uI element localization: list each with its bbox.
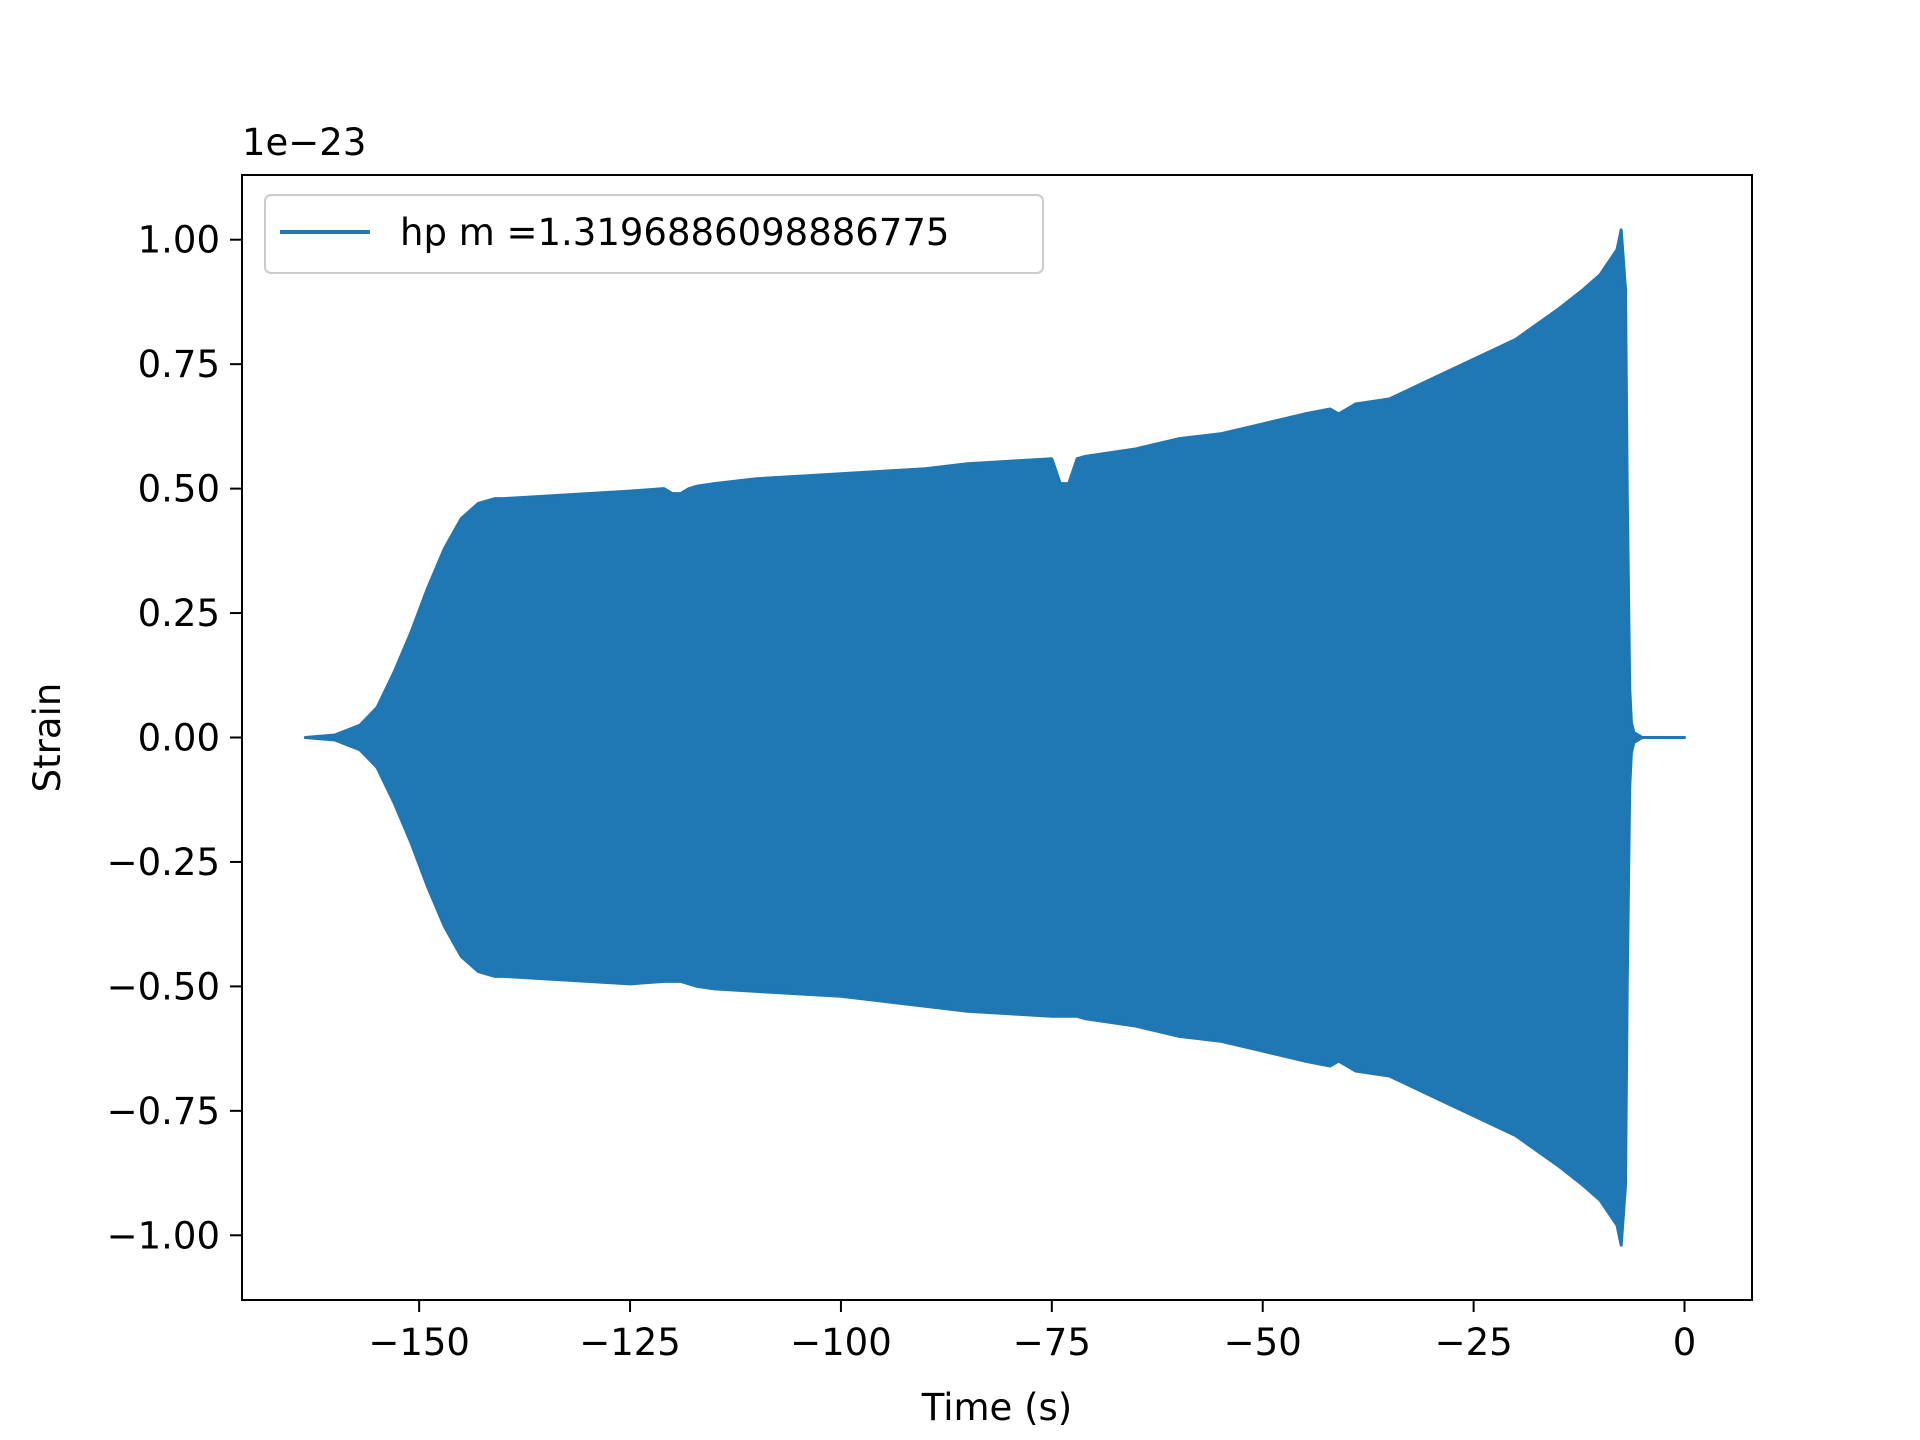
y-axis-ticks: 1.00 0.75 0.50 0.25 0.00 −0.25 −0.50 −0.75 −1.00 <box>107 219 242 1257</box>
legend-box <box>264 194 1044 274</box>
axes-frame <box>241 174 1753 1301</box>
x-tick-label: −150 <box>368 1321 470 1364</box>
y-tick-label: −0.25 <box>107 841 220 884</box>
x-tick-label: −25 <box>1435 1321 1513 1364</box>
x-axis-label: Time (s) <box>921 1386 1072 1429</box>
plot-area <box>303 228 1686 1247</box>
y-tick-label: 0.25 <box>138 592 220 635</box>
y-tick-label: 0.00 <box>138 717 220 760</box>
y-tick-label: 0.50 <box>138 468 220 511</box>
x-tick-label: −50 <box>1224 1321 1302 1364</box>
x-tick-label: −75 <box>1013 1321 1091 1364</box>
x-tick-label: −125 <box>579 1321 681 1364</box>
y-tick-label: −1.00 <box>107 1214 220 1257</box>
x-tick-label: −100 <box>790 1321 892 1364</box>
y-tick-label: 0.75 <box>138 343 220 386</box>
series-waveform-0 <box>303 228 1686 1247</box>
x-axis-ticks: −150 −125 −100 −75 −50 −25 0 <box>368 1300 1696 1364</box>
y-tick-label: 1.00 <box>138 219 220 262</box>
y-axis-offset-label: 1e−23 <box>242 121 366 164</box>
y-tick-label: −0.50 <box>107 965 220 1008</box>
x-tick-label: 0 <box>1673 1321 1697 1364</box>
y-tick-label: −0.75 <box>107 1090 220 1133</box>
y-axis-label: Strain <box>26 683 69 793</box>
legend-entry-label: hp m =1.3196886098886775 <box>400 211 949 254</box>
legend: hp m =1.3196886098886775 <box>264 194 1044 274</box>
